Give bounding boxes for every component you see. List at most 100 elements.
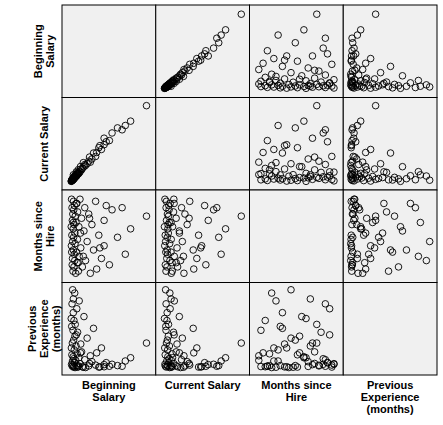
point	[190, 247, 197, 254]
point	[69, 238, 76, 245]
panel-frame	[156, 5, 250, 98]
point	[348, 268, 355, 275]
point	[178, 204, 185, 211]
point	[322, 126, 329, 133]
point	[371, 245, 378, 252]
point	[351, 85, 358, 92]
point	[313, 321, 320, 328]
panel-points	[161, 196, 244, 277]
point	[331, 361, 338, 368]
point	[69, 255, 76, 262]
point	[205, 217, 212, 224]
point	[417, 172, 424, 179]
point	[213, 35, 220, 42]
point	[362, 60, 369, 67]
point	[350, 211, 357, 218]
column-label: PreviousExperience(months)	[361, 379, 420, 415]
point	[80, 253, 87, 260]
point	[273, 364, 280, 371]
point	[205, 361, 212, 368]
point	[311, 154, 318, 161]
point	[97, 364, 104, 371]
point	[106, 262, 113, 269]
point	[273, 298, 280, 305]
point	[162, 352, 169, 359]
point	[279, 83, 286, 90]
point	[190, 63, 197, 70]
point	[279, 150, 286, 157]
point	[311, 67, 318, 74]
point	[349, 221, 356, 228]
point	[266, 351, 273, 358]
point	[119, 204, 126, 211]
point	[313, 102, 320, 109]
point	[277, 85, 284, 92]
point	[292, 125, 299, 132]
point	[415, 253, 422, 260]
point	[109, 130, 116, 137]
point	[213, 204, 220, 211]
point	[399, 72, 406, 79]
point	[119, 126, 126, 133]
point	[307, 83, 314, 90]
panel-points	[255, 102, 337, 184]
point	[168, 296, 175, 303]
point	[349, 35, 356, 42]
point	[397, 178, 404, 185]
point	[197, 364, 204, 371]
point	[93, 350, 100, 357]
point	[81, 204, 88, 211]
panel-frame	[62, 98, 156, 191]
point	[301, 353, 308, 360]
point	[180, 364, 187, 371]
point	[168, 219, 175, 226]
point	[348, 142, 355, 149]
point	[351, 178, 358, 185]
point	[69, 204, 76, 211]
point	[372, 217, 379, 224]
point	[77, 230, 84, 237]
point	[305, 156, 312, 163]
point	[163, 198, 170, 205]
point	[381, 80, 388, 87]
point	[86, 154, 93, 161]
point	[320, 355, 327, 362]
point	[348, 253, 355, 260]
point	[305, 363, 312, 370]
point	[307, 296, 314, 303]
point	[176, 230, 183, 237]
point	[379, 230, 386, 237]
point	[349, 126, 356, 133]
point	[179, 238, 186, 245]
point	[349, 259, 356, 266]
point	[238, 11, 245, 18]
point	[313, 11, 320, 18]
point	[262, 176, 269, 183]
panel-frame	[343, 98, 437, 191]
point	[383, 209, 390, 216]
point	[78, 215, 85, 222]
point	[387, 63, 394, 70]
point	[377, 238, 384, 245]
point	[80, 364, 87, 371]
point	[143, 102, 150, 109]
point	[349, 249, 356, 256]
panel-frame	[250, 283, 344, 376]
point	[296, 350, 303, 357]
point	[322, 72, 329, 79]
point	[127, 226, 134, 233]
point	[190, 325, 197, 332]
panel-frame	[62, 283, 156, 376]
point	[181, 270, 188, 277]
point	[372, 11, 379, 18]
point	[331, 178, 338, 185]
point	[324, 138, 331, 145]
point	[90, 247, 97, 254]
point	[387, 150, 394, 157]
point	[322, 84, 329, 91]
chart: BeginningSalaryBeginningSalaryCurrent Sa…	[0, 0, 443, 425]
point	[163, 204, 170, 211]
point	[292, 362, 299, 369]
point	[360, 84, 367, 91]
point	[162, 232, 169, 239]
